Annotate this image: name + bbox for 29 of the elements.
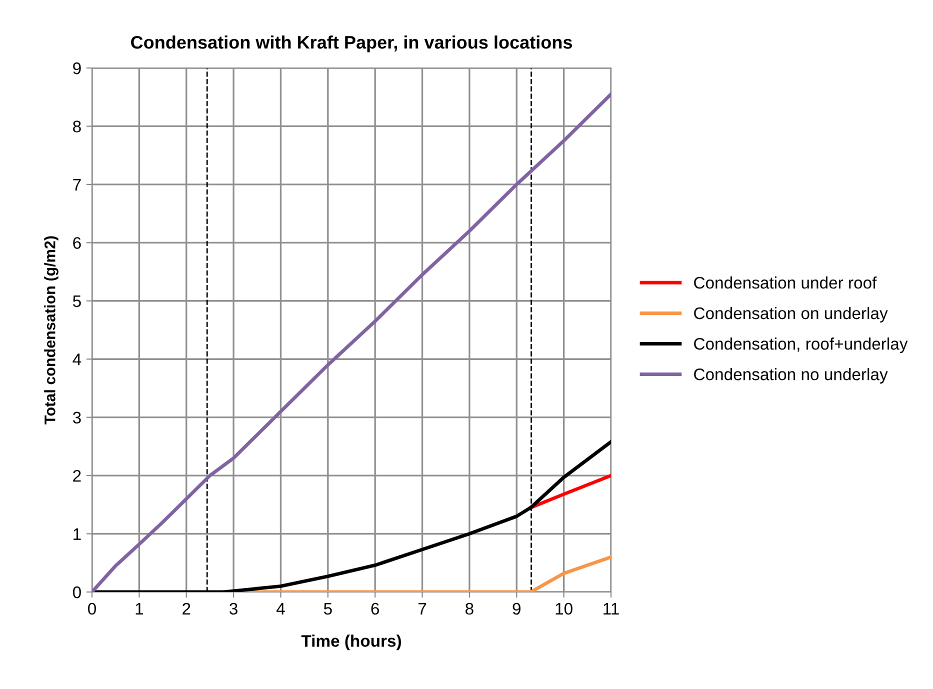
x-tick-label: 0 <box>88 602 96 615</box>
y-tick-label: 0 <box>72 586 81 598</box>
y-tick-label: 2 <box>73 470 81 482</box>
legend-label: Condensation under roof <box>694 276 877 289</box>
y-tick-label: 7 <box>73 179 81 190</box>
y-axis-title: Total condensation (g/m2) <box>44 236 58 424</box>
x-tick-label: 8 <box>466 602 474 615</box>
x-tick-label: 2 <box>182 602 190 614</box>
y-tick-label: 4 <box>72 354 82 366</box>
x-tick-label: 6 <box>371 602 379 615</box>
x-tick-label: 10 <box>556 602 572 615</box>
legend-label: Condensation on underlay <box>694 306 888 322</box>
y-tick-label: 5 <box>72 295 81 308</box>
x-axis-title: Time (hours) <box>301 634 401 650</box>
y-tick-label: 6 <box>73 237 81 249</box>
x-tick-label: 1 <box>136 603 144 614</box>
x-tick-label: 3 <box>230 602 238 615</box>
x-tick-label: 11 <box>604 603 619 614</box>
y-tick-label: 9 <box>73 62 81 74</box>
legend-label: Condensation, roof+underlay <box>694 338 908 354</box>
y-tick-label: 1 <box>74 528 81 540</box>
chart-title: Condensation with Kraft Paper, in various locations <box>131 35 572 52</box>
x-tick-label: 7 <box>418 603 426 614</box>
x-tick-label: 4 <box>276 603 285 614</box>
x-tick-label: 5 <box>324 603 332 615</box>
legend-label: Condensation no underlay <box>694 368 888 384</box>
y-tick-label: 8 <box>73 120 81 132</box>
x-tick-label: 9 <box>512 602 520 615</box>
y-tick-label: 3 <box>72 412 81 424</box>
